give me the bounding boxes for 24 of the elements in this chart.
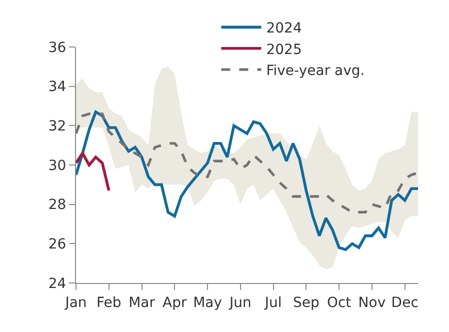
x-tick-label: Jun bbox=[228, 294, 252, 311]
y-tick-label: 32 bbox=[48, 118, 66, 135]
x-tick-label: Mar bbox=[128, 294, 156, 311]
y-tick-label: 28 bbox=[48, 197, 66, 214]
y-tick-label: 30 bbox=[48, 158, 66, 174]
x-tick-label: Jan bbox=[64, 294, 87, 311]
y-tick-label: 26 bbox=[48, 236, 66, 253]
x-tick-label: Jul bbox=[264, 294, 282, 311]
legend-label: 2024 bbox=[266, 20, 302, 37]
y-tick-label: 24 bbox=[48, 276, 66, 292]
x-tick-label: Dec bbox=[391, 294, 418, 311]
x-tick-label: Apr bbox=[162, 294, 187, 311]
line-series bbox=[76, 152, 110, 192]
x-tick-label: Sep bbox=[292, 294, 320, 311]
line-series bbox=[76, 112, 418, 214]
x-tick-label: Oct bbox=[326, 294, 352, 311]
legend-label: 2025 bbox=[266, 42, 302, 58]
x-tick-label: May bbox=[193, 294, 222, 311]
y-tick-label: 34 bbox=[48, 79, 66, 96]
y-tick-label: 36 bbox=[48, 40, 66, 56]
x-tick-label: Feb bbox=[96, 294, 122, 311]
legend-label: Five-year avg. bbox=[266, 63, 365, 80]
x-tick-label: Nov bbox=[358, 294, 386, 311]
line-series bbox=[76, 110, 418, 251]
